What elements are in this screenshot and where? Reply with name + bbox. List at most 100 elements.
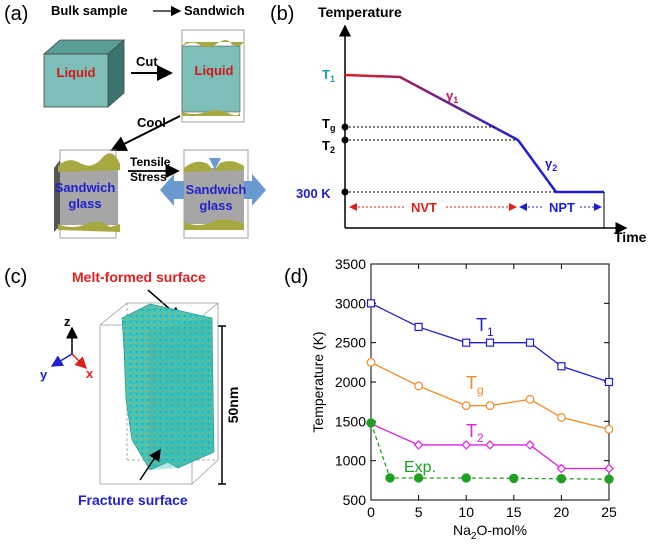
tg-marker: [341, 123, 349, 131]
x-tick-label: 0: [367, 504, 375, 520]
temperature-chart: 500 1000 1500 2000 2500 3000 3500 0 5 10 15 20 25 Na2…: [310, 256, 617, 542]
data-point-exp: [556, 474, 567, 484]
t2-marker: [341, 136, 349, 144]
data-point-t1: [525, 338, 535, 347]
panel-a: (a) Bulk sample Sandwich Liquid Cut Liqu…: [4, 3, 266, 239]
liquid-bulk-label: Liquid: [57, 65, 96, 80]
y-tick-label: 1000: [335, 453, 366, 469]
panel-c: (c) Melt-formed surface 50nm: [4, 266, 241, 508]
melt-formed-label: Melt-formed surface: [72, 269, 206, 285]
t2-label: T2: [322, 138, 335, 155]
data-point-t2: [604, 463, 614, 474]
y-tick-label: 1500: [335, 413, 366, 429]
glass-slab-render: [121, 303, 215, 471]
data-point-exp: [413, 473, 424, 483]
data-point-t1: [414, 322, 423, 332]
data-point-t2: [461, 440, 472, 450]
tensile-label: Tensile: [130, 155, 171, 169]
gamma1-label: γ1: [446, 88, 458, 105]
data-point-t2: [413, 440, 424, 450]
data-point-exp: [385, 473, 395, 483]
cooling-curve-gamma2: [516, 139, 604, 194]
data-point-t2: [525, 440, 535, 450]
panel-a-label: (a): [4, 3, 28, 25]
tg-label: Tg: [322, 116, 335, 133]
stress-arrow-left: [160, 174, 184, 206]
data-point-t1: [485, 338, 495, 347]
y-tick-label: 2500: [335, 335, 366, 351]
data-point-tg: [485, 401, 495, 411]
panel-c-label: (c): [4, 266, 27, 288]
glass-sandwich-right: [160, 149, 266, 239]
y-tick-label: 500: [343, 492, 367, 508]
panel-d-label: (d): [284, 266, 308, 288]
data-point-tg: [366, 357, 376, 367]
series-label-tg: Tg: [466, 373, 484, 397]
t300-marker: [341, 188, 349, 196]
x-tick-label: 10: [458, 504, 474, 520]
data-point-tg: [461, 401, 471, 411]
fracture-surface-label: Fracture surface: [78, 492, 188, 508]
bulk-sample-label: Bulk sample: [51, 3, 128, 18]
sandwich-label: Sandwich: [184, 3, 245, 18]
axes-triad: [50, 326, 88, 370]
stress-label: Stress: [130, 170, 167, 184]
panel-b: (b) Temperature Time T1 Tg T2 300 K γ1 γ…: [270, 3, 647, 245]
y-tick-label: 2000: [335, 374, 366, 390]
data-point-t1: [557, 362, 566, 371]
glass-sandwich-left: [54, 149, 120, 239]
stress-arrow-right: [244, 174, 266, 206]
cool-label: Cool: [137, 115, 166, 130]
y-tick-label: 3000: [335, 295, 366, 311]
time-axis-title: Time: [614, 229, 647, 245]
axis-y-label: y: [40, 367, 48, 382]
glass-right-line2: glass: [199, 198, 232, 213]
x-tick-label: 5: [415, 504, 423, 520]
npt-label: NPT: [549, 200, 575, 215]
series-label-t1: T1: [476, 315, 494, 339]
series-label-t2: T2: [466, 421, 484, 445]
nvt-label: NVT: [411, 200, 437, 215]
t1-label: T1: [322, 67, 335, 84]
panel-d: (d) 500 1000 1500 2000 2500 3000 3500 0 5 10 15 20 2…: [284, 256, 617, 542]
glass-left-line1: Sandwich: [55, 180, 116, 195]
series-label-exp: Exp.: [404, 459, 436, 476]
data-point-tg: [414, 381, 424, 391]
x-tick-label: 15: [506, 504, 522, 520]
series-line-tg: [370, 361, 610, 430]
data-point-t2: [556, 463, 567, 474]
data-point-t1: [604, 377, 614, 387]
cut-label: Cut: [136, 54, 158, 69]
glass-left-line2: glass: [68, 196, 101, 211]
fracture-pointer: [139, 448, 161, 481]
x-tick-label: 25: [601, 504, 617, 520]
axis-x-label: x: [86, 366, 94, 381]
cool-arrow: [110, 115, 181, 151]
liquid-sandwich-label: Liquid: [195, 63, 234, 78]
data-point-exp: [509, 473, 519, 484]
data-point-tg: [604, 424, 614, 434]
data-point-t1: [462, 338, 471, 347]
gamma2-label: γ2: [545, 156, 557, 173]
x-tick-label: 20: [554, 504, 570, 520]
data-point-tg: [525, 394, 535, 404]
y-tick-label: 3500: [335, 256, 366, 272]
scale-bar-label: 50nm: [225, 387, 241, 424]
liquid-sandwich: [181, 29, 245, 123]
y-axis-label: Temperature (K): [310, 331, 326, 432]
t300-label: 300 K: [296, 186, 331, 201]
panel-b-label: (b): [270, 3, 294, 25]
data-point-exp: [461, 473, 471, 483]
data-point-tg: [557, 413, 566, 422]
data-point-exp: [366, 418, 376, 428]
data-point-t1: [366, 299, 376, 308]
x-axis-label: Na2O-mol%: [453, 522, 527, 542]
data-point-exp: [604, 474, 614, 484]
glass-right-line1: Sandwich: [186, 182, 247, 197]
cooling-curve-gamma1: [344, 73, 519, 142]
liquid-cube: [42, 39, 126, 108]
data-point-t2: [485, 440, 495, 450]
axis-z-label: z: [64, 314, 71, 329]
temperature-axis-title: Temperature: [318, 4, 402, 20]
